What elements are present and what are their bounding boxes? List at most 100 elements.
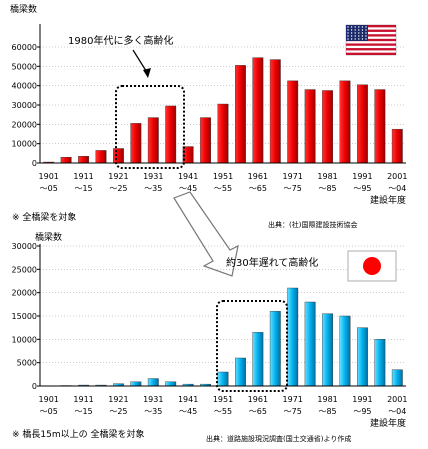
us-x-tick-label: 1901 xyxy=(39,172,59,181)
jp-bar xyxy=(391,369,403,387)
us-x-tick-label: 1941 xyxy=(178,172,198,181)
us-bar xyxy=(147,117,159,164)
us-x-tick-label: 1961 xyxy=(248,172,268,181)
us-bars xyxy=(43,57,403,164)
jp-x-tick-sublabel: ～25 xyxy=(109,407,127,416)
us-x-tick-sublabel: ～95 xyxy=(353,184,371,193)
jp-y-tick-label: 30000 xyxy=(12,242,37,251)
us-x-tick-label: 1911 xyxy=(73,172,93,181)
jp-bar xyxy=(322,313,334,387)
us-bar xyxy=(269,59,281,164)
jp-x-tick-label: 1991 xyxy=(352,395,372,404)
japan-chart: 橋梁数 0 5000 10000 15000 20000 25000 30000 1901 ～… xyxy=(12,231,408,443)
jp-x-tick-sublabel: ～04 xyxy=(388,407,406,416)
jp-bars xyxy=(43,287,403,387)
jp-x-tick-label: 1971 xyxy=(283,395,303,404)
jp-x-tick-sublabel: ～75 xyxy=(284,407,302,416)
us-bar xyxy=(112,148,124,164)
us-x-tick-sublabel: ～35 xyxy=(144,184,162,193)
jp-bar xyxy=(165,381,177,387)
us-x-tick-label: 1971 xyxy=(283,172,303,181)
us-x-tick-label: 1991 xyxy=(352,172,372,181)
us-x-axis-label: 建設年度 xyxy=(370,194,406,206)
jp-x-tick-label: 1951 xyxy=(213,395,233,404)
us-x-tick-sublabel: ～85 xyxy=(318,184,336,193)
jp-y-tick-label: 25000 xyxy=(12,265,37,274)
us-bar xyxy=(304,89,316,164)
us-x-tick-label: 2001 xyxy=(387,172,407,181)
us-x-tick-sublabel: ～25 xyxy=(109,184,127,193)
us-bar xyxy=(287,80,299,164)
jp-highlight-box xyxy=(216,300,288,392)
us-x-tick-label: 1981 xyxy=(317,172,337,181)
us-bar xyxy=(200,117,211,164)
us-y-tick-label: 0 xyxy=(32,159,37,168)
jp-bar xyxy=(217,371,229,387)
us-x-tick-sublabel: ～05 xyxy=(40,184,58,193)
jp-y-tick-label: 5000 xyxy=(17,359,37,368)
us-flag xyxy=(345,24,397,56)
jp-gridlines xyxy=(40,245,406,363)
us-bar xyxy=(252,57,264,164)
jp-y-ticks: 0 5000 10000 15000 20000 25000 30000 xyxy=(12,242,40,391)
jp-bar xyxy=(269,311,281,387)
us-y-tick-label: 20000 xyxy=(12,120,37,129)
us-x-tick-label: 1931 xyxy=(143,172,163,181)
jp-source: 出典：道路施設現況調査(国土交通省)より作成 xyxy=(206,434,351,443)
us-bar xyxy=(339,80,351,164)
us-x-tick-sublabel: ～65 xyxy=(249,184,267,193)
us-bar xyxy=(357,84,368,164)
us-bar xyxy=(234,65,246,164)
jp-x-tick-sublabel: ～05 xyxy=(40,407,58,416)
jp-annotation: 約30年遅れて高齢化 xyxy=(226,256,318,269)
jp-x-axis-label: 建設年度 xyxy=(370,417,406,429)
jp-bar xyxy=(304,301,316,387)
down-arrow-icon xyxy=(173,191,239,277)
jp-bar xyxy=(234,357,246,387)
jp-x-tick-sublabel: ～55 xyxy=(214,407,232,416)
us-bar xyxy=(322,90,334,164)
us-y-ticks: 0 10000 20000 30000 40000 50000 60000 xyxy=(12,43,40,168)
jp-bar xyxy=(287,287,299,387)
us-chart: 橋梁数 0 10000 20000 30000 40000 50000 60000 1901… xyxy=(10,3,407,229)
jp-y-tick-label: 0 xyxy=(32,382,37,391)
us-x-ticks: 1901 ～05 1911 ～15 1921 ～25 1931 ～35 1941 ～45 1951 ～… xyxy=(39,172,408,193)
us-highlight-box xyxy=(115,85,185,169)
us-x-tick-label: 1951 xyxy=(213,172,233,181)
us-x-tick-sublabel: ～04 xyxy=(388,184,406,193)
jp-note: ※ 橋長15m以上の 全橋梁を対象 xyxy=(12,428,144,440)
us-bar xyxy=(95,150,107,164)
jp-bar xyxy=(374,339,386,387)
us-bar xyxy=(78,156,90,164)
jp-x-tick-label: 1921 xyxy=(108,395,128,404)
jp-bar xyxy=(252,332,264,387)
jp-x-tick-sublabel: ～95 xyxy=(353,407,371,416)
us-x-tick-sublabel: ～75 xyxy=(284,184,302,193)
us-source: 出典：(社)国際建設技術協会 xyxy=(268,220,357,229)
us-y-tick-label: 60000 xyxy=(12,43,37,52)
us-y-axis-label: 橋梁数 xyxy=(10,3,37,15)
us-note: ※ 全橋梁を対象 xyxy=(12,211,76,223)
jp-x-tick-label: 1911 xyxy=(73,395,93,404)
japan-flag xyxy=(347,250,397,282)
us-annotation: 1980年代に多く高齢化 xyxy=(68,34,173,47)
jp-bar xyxy=(357,327,368,387)
us-bar xyxy=(60,156,72,164)
jp-x-tick-label: 1981 xyxy=(317,395,337,404)
us-bar xyxy=(391,128,403,164)
us-y-tick-label: 50000 xyxy=(12,62,37,71)
jp-y-tick-label: 20000 xyxy=(12,289,37,298)
jp-x-tick-label: 1931 xyxy=(143,395,163,404)
jp-x-tick-label: 1901 xyxy=(39,395,59,404)
jp-x-tick-sublabel: ～85 xyxy=(318,407,336,416)
us-x-tick-sublabel: ～45 xyxy=(179,184,197,193)
jp-bar xyxy=(147,378,159,387)
us-bar xyxy=(374,89,386,164)
jp-x-tick-sublabel: ～65 xyxy=(249,407,267,416)
us-annotation-arrowhead xyxy=(143,68,151,78)
jp-y-tick-label: 15000 xyxy=(12,312,37,321)
jp-x-tick-label: 2001 xyxy=(387,395,407,404)
us-y-tick-label: 40000 xyxy=(12,82,37,91)
jp-x-tick-sublabel: ～35 xyxy=(144,407,162,416)
